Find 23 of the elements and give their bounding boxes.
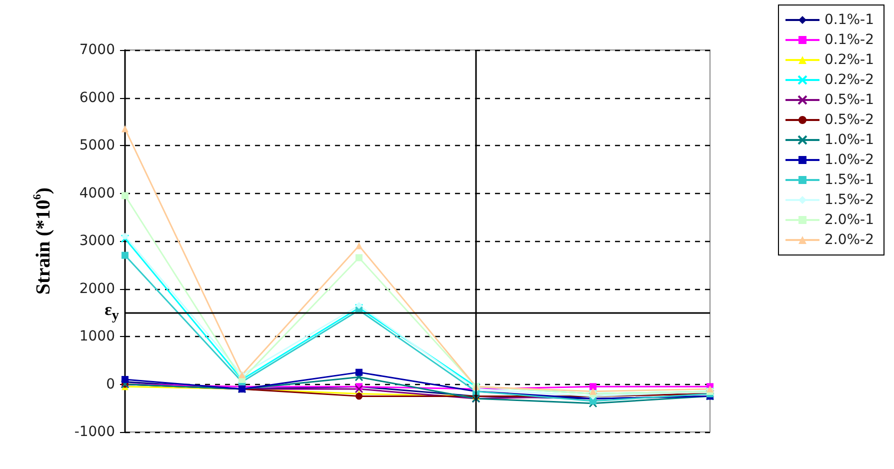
legend-label: 0.1%-2 xyxy=(824,32,874,48)
legend-label: 1.0%-2 xyxy=(824,152,874,168)
legend-label: 0.5%-2 xyxy=(824,112,874,128)
y-tick-label: 6000 xyxy=(79,90,115,106)
legend-label: 1.5%-1 xyxy=(824,172,874,188)
y-tick-label: 0 xyxy=(106,376,115,392)
y-tick-label: 1000 xyxy=(79,328,115,344)
y-tick-label: 7000 xyxy=(79,42,115,58)
legend-label: 0.1%-1 xyxy=(824,12,874,28)
legend-label: 0.2%-2 xyxy=(824,72,874,88)
y-tick-label: -1000 xyxy=(74,424,115,440)
ref-line-label: ε$_{y}$ xyxy=(104,300,119,326)
y-tick-label: 4000 xyxy=(79,185,115,202)
legend-label: 1.5%-2 xyxy=(824,192,874,208)
y-tick-label: 2000 xyxy=(79,280,115,297)
y-tick-label: 5000 xyxy=(79,138,115,154)
y-axis-title: Strain (*106) xyxy=(32,187,54,295)
legend-label: 0.5%-1 xyxy=(824,92,874,108)
legend-label: 0.2%-1 xyxy=(824,52,874,68)
y-tick-label: 3000 xyxy=(79,233,115,249)
legend-label: 2.0%-2 xyxy=(824,232,874,248)
legend-label: 1.0%-1 xyxy=(824,132,874,148)
legend-label: 2.0%-1 xyxy=(824,212,874,228)
